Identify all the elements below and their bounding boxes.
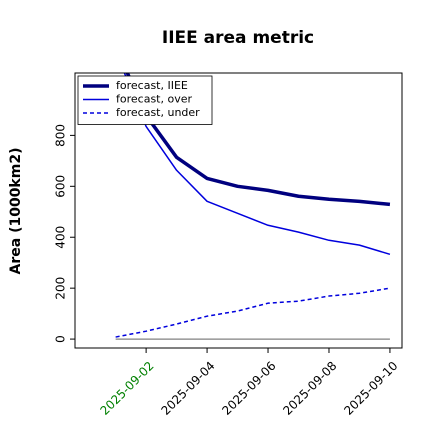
x-tick-label: 2025-09-08	[280, 359, 339, 418]
y-tick-label: 200	[54, 277, 68, 300]
plot-frame	[74, 72, 403, 349]
series-line	[123, 73, 391, 256]
legend-label: forecast, over	[116, 93, 192, 106]
y-tick-label: 600	[54, 175, 68, 198]
plot-area	[115, 73, 391, 340]
y-tick-label: 400	[54, 226, 68, 249]
y-tick-label: 800	[54, 124, 68, 147]
legend-label: forecast, IIEE	[116, 79, 188, 92]
chart-title: IIEE area metric	[162, 28, 314, 48]
y-tick-label: 0	[54, 335, 68, 343]
y-axis-label: Area (1000km2)	[8, 148, 24, 275]
x-tick-label: 2025-09-02	[97, 359, 156, 418]
series-line	[125, 73, 391, 207]
x-tick-label: 2025-09-10	[341, 359, 400, 418]
x-tick-label: 2025-09-06	[219, 359, 278, 418]
legend-label: forecast, under	[116, 106, 200, 119]
series-line	[115, 287, 391, 338]
x-tick-label: 2025-09-04	[158, 359, 217, 418]
